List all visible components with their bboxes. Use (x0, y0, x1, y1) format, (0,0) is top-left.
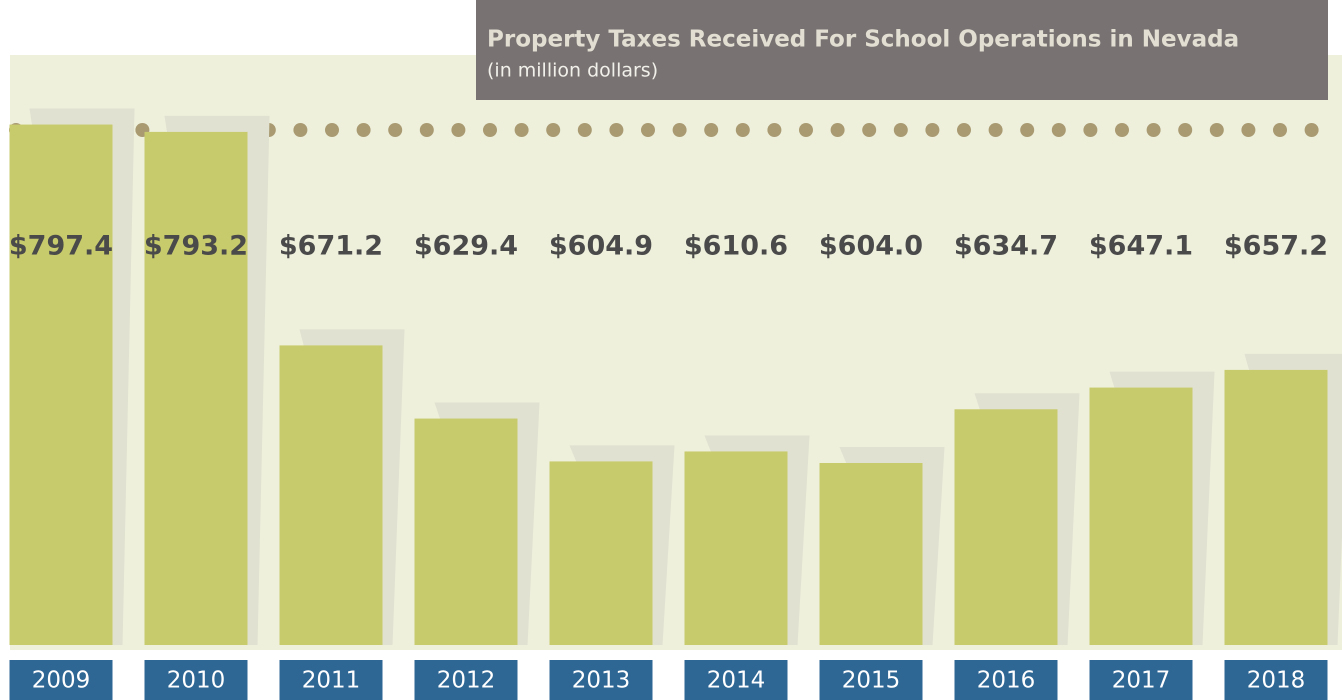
x-label-box (1089, 660, 1193, 700)
dot (988, 123, 1003, 137)
dot (704, 123, 719, 137)
value-label: $610.6 (684, 231, 788, 262)
value-label: $604.0 (819, 231, 923, 262)
dot (1051, 123, 1066, 137)
dot (1083, 123, 1098, 137)
dot (451, 123, 466, 137)
x-label-box (9, 660, 113, 700)
x-tick-label: 2009 (32, 668, 91, 694)
dot (546, 123, 561, 137)
dot (577, 123, 592, 137)
dot (1178, 123, 1193, 137)
dot (767, 123, 782, 137)
value-label: $634.7 (954, 231, 1058, 262)
dot (641, 123, 655, 137)
value-label: $647.1 (1089, 231, 1193, 262)
x-label-box (954, 660, 1058, 700)
value-label: $629.4 (414, 231, 518, 262)
x-tick-label: 2016 (977, 668, 1036, 694)
dot (325, 123, 339, 137)
bar (1089, 387, 1193, 645)
x-tick-label: 2013 (572, 668, 631, 694)
bar (549, 461, 653, 645)
dot (1209, 123, 1224, 137)
x-label-box (144, 660, 248, 700)
dot (957, 123, 971, 137)
dot (893, 123, 908, 137)
dot (388, 123, 403, 137)
x-label-box (549, 660, 653, 700)
bar (279, 345, 383, 645)
x-label-box (684, 660, 788, 700)
dot (862, 123, 877, 137)
x-label-box (279, 660, 383, 700)
x-tick-label: 2014 (707, 668, 766, 694)
x-tick-label: 2012 (437, 668, 496, 694)
x-tick-label: 2017 (1112, 668, 1171, 694)
dot (609, 123, 624, 137)
value-label: $793.2 (144, 231, 248, 262)
dot (293, 123, 308, 137)
x-tick-label: 2010 (167, 668, 226, 694)
bar (9, 124, 113, 646)
dot (514, 123, 529, 137)
chart-subtitle: (in million dollars) (487, 60, 658, 82)
x-tick-label: 2018 (1247, 668, 1306, 694)
bar (819, 463, 923, 645)
dot (799, 123, 813, 137)
bar (414, 418, 518, 645)
dot (1241, 123, 1256, 137)
dot (1115, 123, 1129, 137)
x-label-box (819, 660, 923, 700)
x-label-box (1224, 660, 1328, 700)
value-label: $604.9 (549, 231, 653, 262)
dot (830, 123, 845, 137)
x-tick-label: 2015 (842, 668, 901, 694)
dot (672, 123, 687, 137)
bar (684, 451, 788, 645)
dot (1020, 123, 1035, 137)
dot (1273, 123, 1287, 137)
value-label: $671.2 (279, 231, 383, 262)
dot (1304, 123, 1319, 137)
value-label: $657.2 (1224, 231, 1328, 262)
dot (419, 123, 434, 137)
bar (954, 409, 1058, 645)
title-box (476, 0, 1328, 100)
dot (1146, 123, 1161, 137)
dot (483, 123, 497, 137)
bar (144, 131, 248, 645)
dot (735, 123, 750, 137)
x-tick-label: 2011 (302, 668, 361, 694)
chart-title: Property Taxes Received For School Opera… (487, 27, 1239, 53)
dot (356, 123, 371, 137)
marks: $797.4 2009 $793.2 2010 $671.2 2011 $629.4 2012… (9, 108, 1342, 700)
bar (1224, 369, 1328, 645)
dot (925, 123, 940, 137)
value-label: $797.4 (9, 231, 113, 262)
x-label-box (414, 660, 518, 700)
